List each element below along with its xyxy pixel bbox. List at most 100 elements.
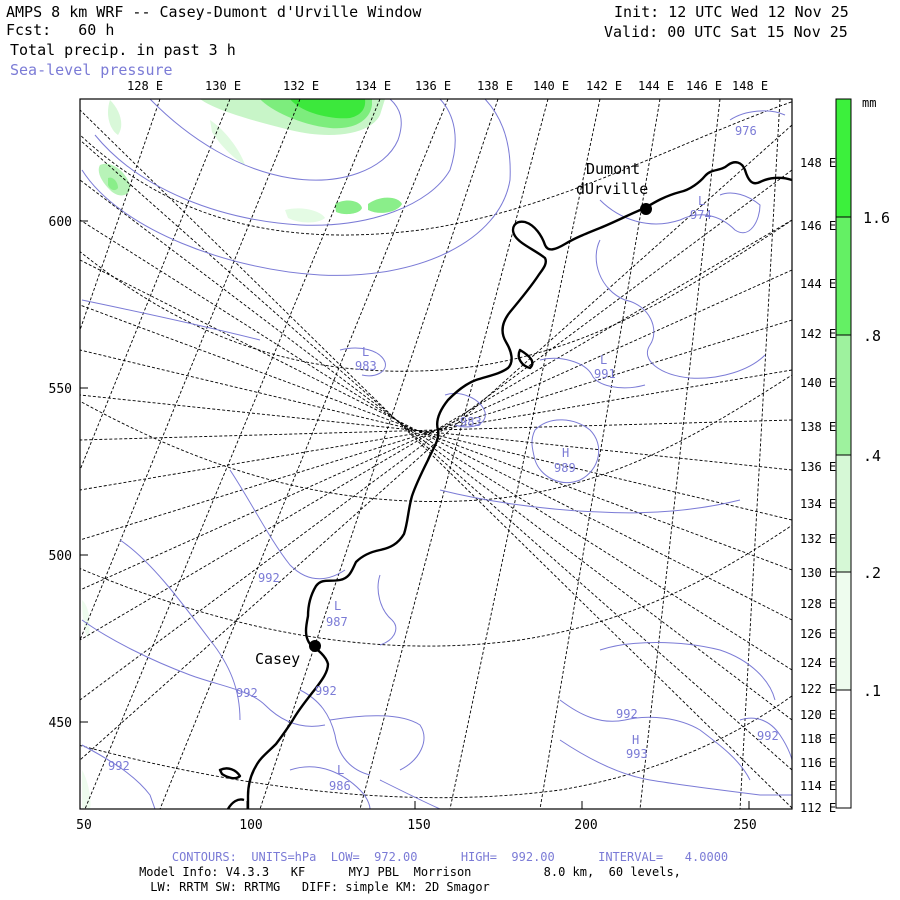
init-time: Init: 12 UTC Wed 12 Nov 25 bbox=[614, 3, 849, 21]
lon-labels-top: 128 E 130 E 132 E 134 E 136 E 138 E 140 … bbox=[127, 79, 768, 93]
colorbar-label: 1.6 bbox=[863, 209, 890, 227]
isobar-label: 974 bbox=[690, 208, 712, 222]
isobars bbox=[81, 99, 792, 809]
lon-top-label: 146 E bbox=[686, 79, 722, 93]
x-axis-label: 50 bbox=[76, 818, 92, 833]
isobar-label: 992 bbox=[757, 729, 779, 743]
map-title: AMPS 8 km WRF -- Casey-Dumont d'Urville … bbox=[6, 3, 422, 21]
pressure-center-low: L bbox=[334, 599, 341, 613]
isobar-label: 993 bbox=[626, 747, 648, 761]
lon-right-label: 146 E bbox=[800, 219, 836, 233]
lon-right-label: 138 E bbox=[800, 420, 836, 434]
model-info: Model Info: V4.3.3 KF MYJ PBL Morrison 8… bbox=[139, 865, 681, 879]
colorbar-frame bbox=[835, 98, 852, 809]
y-axis-label: 500 bbox=[49, 549, 72, 564]
y-axis-labels: 600 550 500 450 bbox=[49, 215, 72, 731]
lon-right-label: 114 E bbox=[800, 779, 836, 793]
pressure-center-low: L bbox=[698, 194, 705, 208]
station-marker bbox=[640, 203, 652, 215]
lon-top-label: 132 E bbox=[283, 79, 319, 93]
isobar-label: 992 bbox=[315, 684, 337, 698]
x-axis-label: 250 bbox=[733, 818, 756, 833]
plot-frame bbox=[79, 98, 793, 810]
colorbar-label: .2 bbox=[863, 564, 881, 582]
lon-top-label: 140 E bbox=[533, 79, 569, 93]
x-axis-label: 150 bbox=[407, 818, 430, 833]
lon-right-label: 126 E bbox=[800, 627, 836, 641]
lon-top-label: 148 E bbox=[732, 79, 768, 93]
colorbar-segment bbox=[836, 690, 851, 808]
station-name-line2: dUrville bbox=[576, 180, 648, 198]
forecast-label: Fcst: bbox=[6, 21, 52, 39]
isobar-label: 986 bbox=[329, 779, 351, 793]
coastline bbox=[218, 161, 792, 809]
lon-top-label: 128 E bbox=[127, 79, 163, 93]
lon-top-label: 142 E bbox=[586, 79, 622, 93]
isobar-label: 991 bbox=[594, 367, 616, 381]
pressure-center-low: L bbox=[337, 763, 344, 777]
colorbar-segment bbox=[836, 572, 851, 690]
lon-top-label: 138 E bbox=[477, 79, 513, 93]
valid-time: Valid: 00 UTC Sat 15 Nov 25 bbox=[604, 23, 848, 41]
station-marker bbox=[309, 640, 321, 652]
lon-right-label: 134 E bbox=[800, 497, 836, 511]
precip-shading bbox=[82, 99, 402, 809]
lon-right-label: 144 E bbox=[800, 277, 836, 291]
lon-labels-right: 148 E 146 E 144 E 142 E 140 E 138 E 136 … bbox=[800, 156, 836, 815]
lon-right-label: 118 E bbox=[800, 732, 836, 746]
colorbar-segment bbox=[836, 335, 851, 455]
forecast-hour: Fcst: 60 h bbox=[6, 22, 114, 39]
lon-right-label: 128 E bbox=[800, 597, 836, 611]
lon-top-label: 136 E bbox=[415, 79, 451, 93]
colorbar-segment bbox=[836, 217, 851, 335]
lon-right-label: 122 E bbox=[800, 682, 836, 696]
lon-right-label: 136 E bbox=[800, 460, 836, 474]
isobar-label: 989 bbox=[554, 461, 576, 475]
isobar-labels: 976 L 974 L 983 L 991 983 H 989 992 L 98… bbox=[108, 124, 779, 793]
colorbar-label: .8 bbox=[863, 327, 881, 345]
colorbar-unit: mm bbox=[862, 96, 876, 110]
lon-right-label: 116 E bbox=[800, 756, 836, 770]
isobar-label: 987 bbox=[326, 615, 348, 629]
lon-right-label: 112 E bbox=[800, 801, 836, 815]
station-casey: Casey bbox=[255, 640, 321, 668]
field-precip-title: Total precip. in past 3 h bbox=[10, 41, 236, 59]
lon-right-label: 120 E bbox=[800, 708, 836, 722]
lon-right-label: 142 E bbox=[800, 327, 836, 341]
lon-top-label: 144 E bbox=[638, 79, 674, 93]
isobar-label: 983 bbox=[355, 359, 377, 373]
isobar-label: 992 bbox=[236, 686, 258, 700]
lon-right-label: 132 E bbox=[800, 532, 836, 546]
lon-right-label: 130 E bbox=[800, 566, 836, 580]
colorbar-segment bbox=[836, 455, 851, 572]
pressure-center-high: H bbox=[632, 733, 639, 747]
station-name-line1: Casey bbox=[255, 650, 300, 668]
station-name-line1: Dumont bbox=[586, 160, 640, 178]
field-slp-title: Sea-level pressure bbox=[10, 61, 173, 79]
lon-top-label: 130 E bbox=[205, 79, 241, 93]
station-dumont-durville: Dumont dUrville bbox=[576, 160, 652, 215]
precip-colorbar: mm 1.6 .8 .4 .2 .1 bbox=[835, 96, 890, 809]
isobar-label: 992 bbox=[108, 759, 130, 773]
pressure-center-low: L bbox=[362, 345, 369, 359]
lon-right-label: 148 E bbox=[800, 156, 836, 170]
isobar-label: 983 bbox=[460, 415, 482, 429]
pressure-center-high: H bbox=[562, 446, 569, 460]
colorbar-label: .1 bbox=[863, 682, 881, 700]
lon-right-label: 124 E bbox=[800, 656, 836, 670]
axis-ticks bbox=[79, 220, 750, 809]
contour-info: CONTOURS: UNITS=hPa LOW= 972.00 HIGH= 99… bbox=[171, 850, 729, 864]
lon-right-label: 140 E bbox=[800, 376, 836, 390]
isobar-label: 992 bbox=[616, 707, 638, 721]
forecast-value: 60 h bbox=[78, 21, 115, 39]
y-axis-label: 550 bbox=[49, 382, 72, 397]
pressure-center-low: L bbox=[600, 353, 607, 367]
colorbar-segment bbox=[836, 99, 851, 217]
isobar-label: 992 bbox=[258, 571, 280, 585]
colorbar-label: .4 bbox=[863, 447, 881, 465]
y-axis-label: 600 bbox=[49, 215, 72, 230]
y-axis-label: 450 bbox=[49, 716, 72, 731]
x-axis-label: 200 bbox=[574, 818, 597, 833]
x-axis-labels: 50 100 150 200 250 bbox=[76, 818, 757, 833]
